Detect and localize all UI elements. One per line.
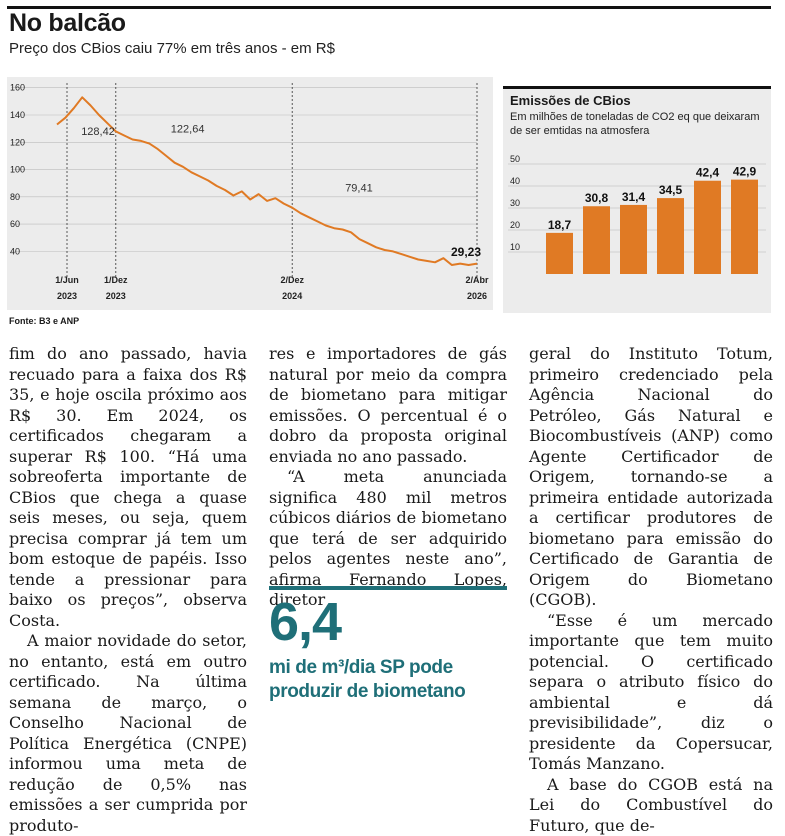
price-annotation: 122,64 xyxy=(171,124,205,136)
x-date-label: 1/Jun xyxy=(55,275,79,285)
article-paragraph: “Esse é um mercado importante que tem mu… xyxy=(529,611,773,775)
y-tick-label: 50 xyxy=(510,154,520,164)
y-tick-label: 120 xyxy=(10,137,25,147)
bar-value-label: 42,9 xyxy=(733,165,757,179)
y-tick-label: 140 xyxy=(10,110,25,120)
y-tick-label: 10 xyxy=(510,242,520,252)
emission-bar xyxy=(731,180,758,274)
emission-bar xyxy=(546,233,573,274)
x-date-year: 2023 xyxy=(106,291,126,301)
price-annotation: 128,42 xyxy=(81,126,115,138)
price-chart: 40 60 80 100 120 140 160 1/Jun 2023 1/Dez 2023 2/De… xyxy=(7,77,493,310)
article-paragraph: geral do Instituto Totum, primeiro crede… xyxy=(529,344,773,611)
article-column-3: geral do Instituto Totum, primeiro crede… xyxy=(529,344,773,836)
y-tick-label: 80 xyxy=(10,192,20,202)
y-tick-label: 40 xyxy=(510,176,520,186)
emission-bar xyxy=(583,206,610,274)
page-subtitle: Preço dos CBios caiu 77% em três anos - … xyxy=(9,40,335,57)
x-date-label: 1/Dez xyxy=(104,275,128,285)
emissions-chart: Emissões de CBios Em milhões de tonelada… xyxy=(503,86,771,313)
bar-value-label: 42,4 xyxy=(696,166,720,180)
y-tick-label: 20 xyxy=(510,220,520,230)
y-tick-label: 100 xyxy=(10,165,25,175)
emission-bar xyxy=(620,205,647,274)
pull-quote-text: mi de m³/dia SP pode produzir de biometa… xyxy=(269,656,509,704)
article-paragraph: fim do ano passado, havia recuado para a… xyxy=(9,344,247,631)
article-paragraph: A maior novidade do setor, no entanto, e… xyxy=(9,631,247,836)
article-column-1: fim do ano passado, havia recuado para a… xyxy=(9,344,247,836)
emission-bar xyxy=(657,198,684,274)
price-annotation: 79,41 xyxy=(345,183,373,195)
page-title: No balcão xyxy=(9,9,126,38)
bar-value-label: 18,7 xyxy=(548,218,572,232)
price-chart-svg: 40 60 80 100 120 140 160 1/Jun 2023 1/Dez 2023 2/De… xyxy=(7,77,493,310)
x-date-year: 2026 xyxy=(467,291,487,301)
article-column-2: res e importadores de gás natural por me… xyxy=(269,344,507,611)
x-date-year: 2023 xyxy=(57,291,77,301)
price-annotation: 29,23 xyxy=(451,245,481,259)
emission-bar xyxy=(694,181,721,274)
y-tick-label: 60 xyxy=(10,219,20,229)
bar-value-label: 34,5 xyxy=(659,183,683,197)
bar-value-label: 30,8 xyxy=(585,191,609,205)
x-date-year: 2024 xyxy=(282,291,302,301)
x-date-label: 2/Dez xyxy=(280,275,304,285)
chart-source: Fonte: B3 e ANP xyxy=(9,316,79,326)
x-date-label: 2/Abr xyxy=(465,275,489,285)
bar-value-label: 31,4 xyxy=(622,190,646,204)
y-tick-label: 30 xyxy=(510,198,520,208)
pull-quote: 6,4 mi de m³/dia SP pode produzir de bio… xyxy=(269,586,507,590)
pull-quote-number: 6,4 xyxy=(269,592,341,652)
emissions-chart-svg: 10 20 30 40 50 18,7 30,8 31,4 34,5 42,4 42,9 xyxy=(503,89,771,313)
article-paragraph: res e importadores de gás natural por me… xyxy=(269,344,507,467)
y-tick-label: 160 xyxy=(10,83,25,93)
y-tick-label: 40 xyxy=(10,246,20,256)
price-line xyxy=(57,97,477,265)
article-paragraph: A base do CGOB está na Lei do Combustíve… xyxy=(529,775,773,836)
